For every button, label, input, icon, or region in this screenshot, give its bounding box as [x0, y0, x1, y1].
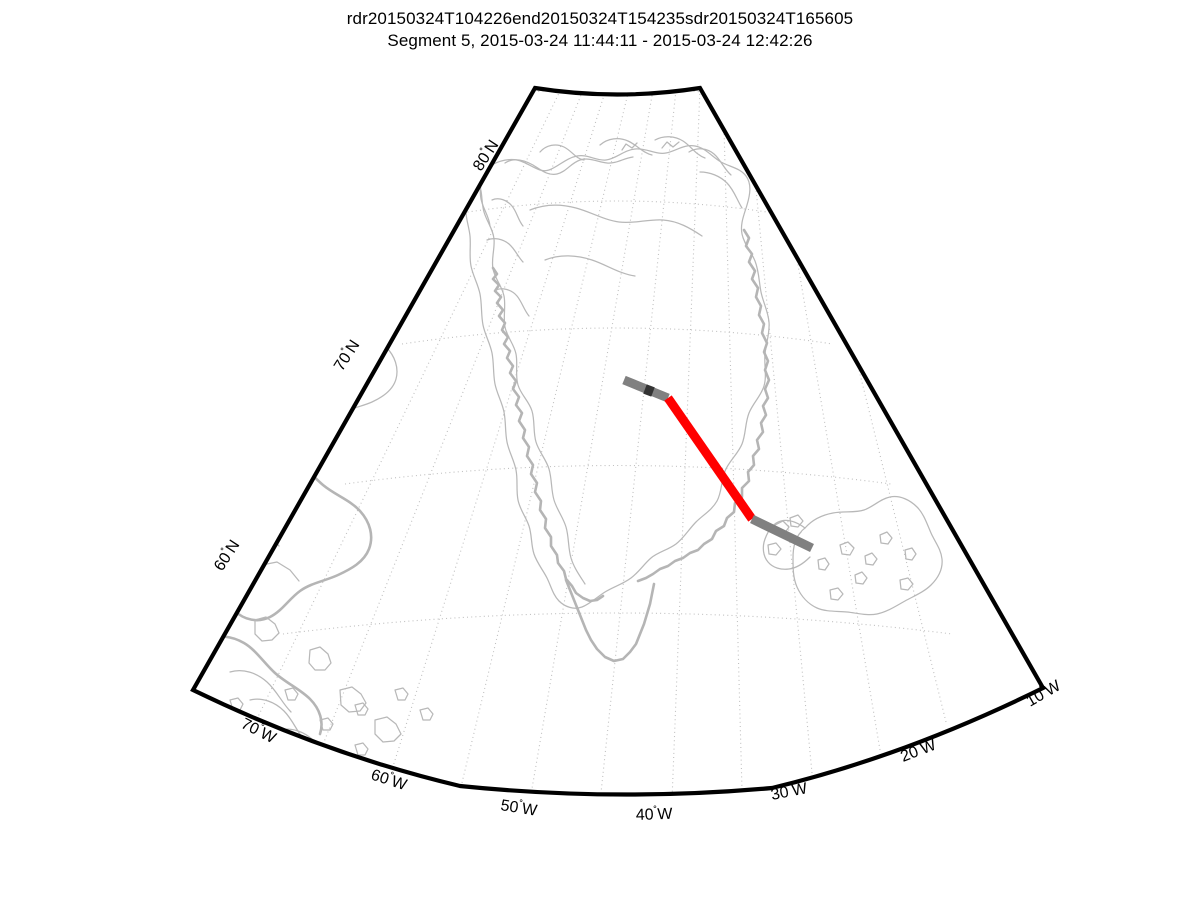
lon-label-30w: 30˚W	[769, 779, 809, 804]
flight-track-group[interactable]	[622, 375, 814, 553]
map-content-group	[193, 88, 1043, 795]
figure-title-line1: rdr20150324T104226end20150324T154235sdr2…	[346, 9, 854, 28]
flight-track-segment-5[interactable]	[664, 395, 756, 522]
lon-label-10w: 10˚W	[1023, 676, 1064, 710]
lon-label-40w: 40˚W	[636, 805, 674, 824]
graticule-parallels	[282, 88, 953, 635]
lon-label-20w: 20˚W	[898, 736, 939, 766]
lon-label-60w: 60˚W	[369, 766, 410, 795]
lat-label-60: 60˚N	[210, 537, 243, 575]
graticule-meridians	[193, 88, 1043, 795]
coastline-group	[202, 136, 943, 788]
figure-title-block: rdr20150324T104226end20150324T154235sdr2…	[0, 8, 1200, 52]
longitude-tick-labels: 70˚W 60˚W 50˚W 40˚W 30˚W 20˚W 10˚W	[238, 676, 1064, 824]
flight-track-start-marker	[643, 384, 655, 397]
lon-label-50w: 50˚W	[499, 796, 539, 820]
figure-title-line2: Segment 5, 2015-03-24 11:44:11 - 2015-03…	[387, 31, 813, 50]
flight-track-context-southeast[interactable]	[750, 514, 814, 553]
map-frame-border	[190, 85, 1046, 797]
lat-label-70: 70˚N	[330, 337, 363, 375]
